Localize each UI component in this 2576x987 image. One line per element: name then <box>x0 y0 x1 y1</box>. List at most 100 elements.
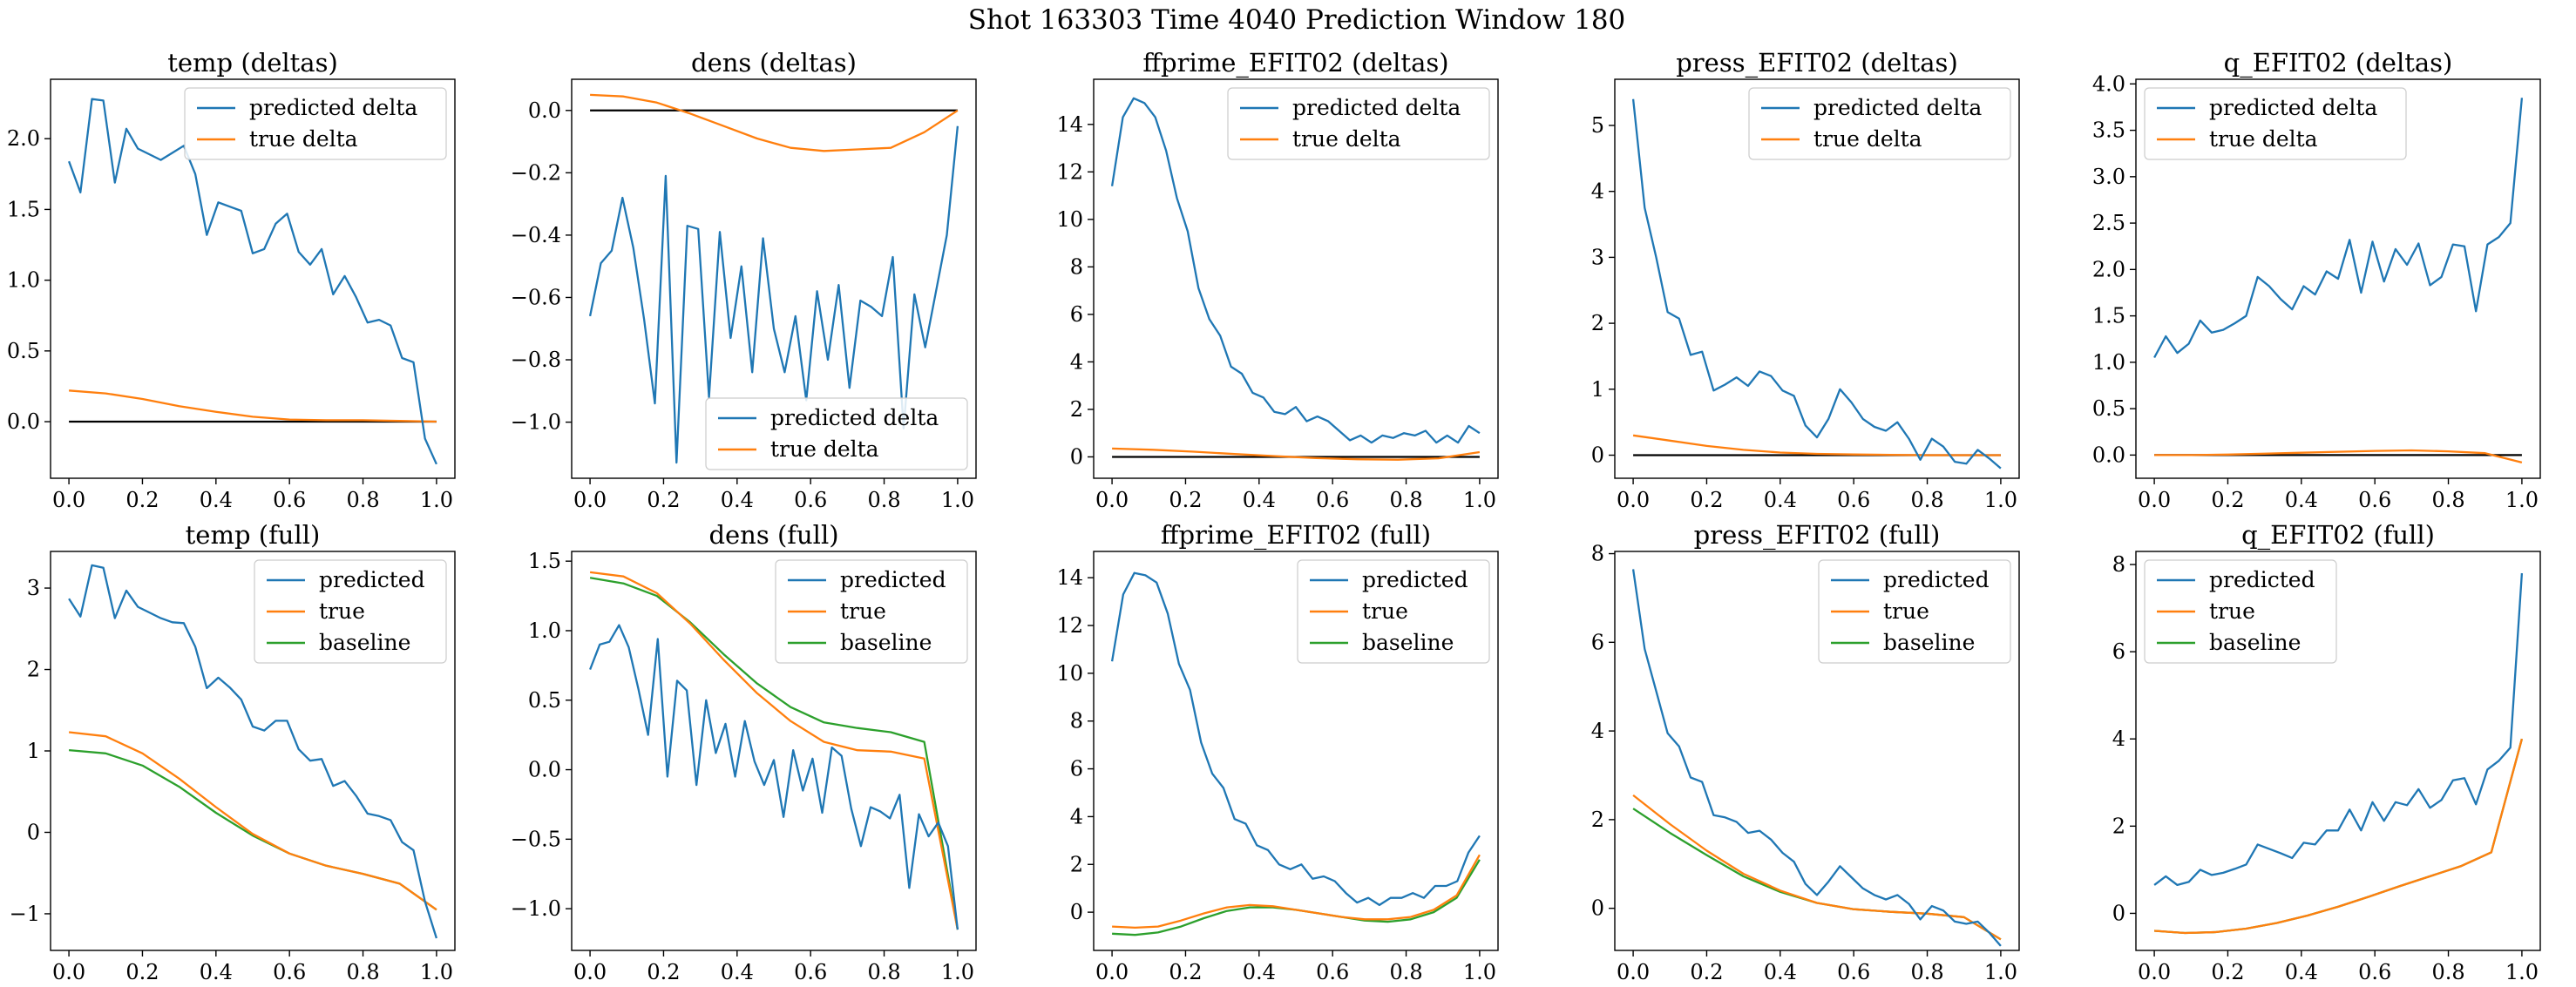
legend-label: true delta <box>249 126 358 152</box>
x-tick-label: 1.0 <box>1984 488 2017 512</box>
axes-frame <box>1093 78 1499 479</box>
x-tick-label: 0.6 <box>1837 960 1870 984</box>
x-tick-label: 0.8 <box>2431 488 2464 512</box>
y-tick-label: 12 <box>1056 159 1083 184</box>
subplot: q_EFIT02 (full) 0.0 0.2 0.4 0.6 0.8 1.0 0 2 4 6 8 pr… <box>2112 520 2541 984</box>
legend-label: baseline <box>840 630 932 655</box>
x-tick-label: 0.8 <box>1389 488 1422 512</box>
legend: predicted delta true delta <box>2144 87 2407 160</box>
series-line-predicted <box>1631 569 2002 947</box>
subplot-title: ffprime_EFIT02 (full) <box>1161 520 1431 551</box>
x-tick-label: 1.0 <box>1984 960 2017 984</box>
legend-label: true <box>2209 598 2255 624</box>
legend-label: predicted delta <box>770 405 939 430</box>
x-tick-label: 0.8 <box>1910 488 1943 512</box>
y-tick-label: 8 <box>1070 254 1083 279</box>
x-tick-label: 0.0 <box>573 960 607 984</box>
x-tick-label: 0.6 <box>794 488 827 512</box>
x-tick-label: 1.0 <box>941 960 974 984</box>
subplot-title: dens (deltas) <box>691 48 857 78</box>
legend-label: true delta <box>1292 126 1401 152</box>
legend-label: baseline <box>2209 630 2301 655</box>
legend-frame <box>2144 559 2337 664</box>
x-tick-label: 0.4 <box>2285 960 2318 984</box>
x-tick-label: 0.2 <box>2211 488 2244 512</box>
axes-frame <box>571 78 977 479</box>
legend: predicted true baseline <box>775 559 968 664</box>
x-tick-label: 1.0 <box>1463 960 1496 984</box>
y-tick-label: 1 <box>27 739 40 763</box>
y-tick-label: 2 <box>2112 814 2125 838</box>
series-line-predicted-delta <box>588 125 959 464</box>
y-tick-label: 2.0 <box>2092 257 2125 281</box>
axes-frame <box>1614 78 2020 479</box>
x-tick-label: 1.0 <box>2505 488 2539 512</box>
series-group <box>2153 98 2524 464</box>
x-tick-label: 0.6 <box>2358 488 2391 512</box>
x-tick-label: 0.0 <box>1095 960 1129 984</box>
x-tick-label: 0.8 <box>2431 960 2464 984</box>
series-line-true <box>2154 738 2524 935</box>
x-tick-label: 0.2 <box>2211 960 2244 984</box>
x-tick-label: 0.2 <box>1169 960 1202 984</box>
legend-label: predicted <box>840 567 946 592</box>
y-tick-label: 0 <box>27 820 40 844</box>
y-tick-label: 8 <box>2112 552 2125 577</box>
legend-label: true delta <box>2209 126 2318 152</box>
legend-label: true <box>1362 598 1408 624</box>
series-line-true-delta <box>1632 434 2001 456</box>
y-tick-label: −0.8 <box>511 348 561 372</box>
series-group <box>589 571 959 930</box>
x-tick-label: 0.8 <box>1910 960 1943 984</box>
series-group <box>588 93 959 464</box>
series-group <box>1110 571 1481 936</box>
subplot: press_EFIT02 (full) 0.0 0.2 0.4 0.6 0.8 1.0 0 2 4… <box>1591 520 2020 984</box>
legend-label: predicted delta <box>249 95 417 120</box>
legend-label: predicted delta <box>1813 95 1982 120</box>
y-tick-label: 3 <box>1591 245 1604 269</box>
x-tick-label: 0.6 <box>1316 488 1349 512</box>
y-tick-label: 3.5 <box>2092 118 2125 143</box>
subplot: ffprime_EFIT02 (full) 0.0 0.2 0.4 0.6 0.8 1.0 0… <box>1056 520 1499 984</box>
legend-label: predicted <box>2209 567 2315 592</box>
y-tick-label: 2 <box>1070 852 1083 876</box>
legend-label: true delta <box>770 436 879 462</box>
x-tick-label: 0.0 <box>2138 960 2171 984</box>
y-tick-label: 2.0 <box>7 126 40 151</box>
x-tick-label: 0.2 <box>647 960 680 984</box>
x-tick-label: 0.0 <box>1617 488 1650 512</box>
y-tick-label: 3 <box>27 576 40 600</box>
legend-label: true <box>840 598 886 624</box>
x-tick-label: 1.0 <box>941 488 974 512</box>
x-tick-label: 0.8 <box>346 488 379 512</box>
x-tick-label: 0.0 <box>52 960 85 984</box>
y-tick-label: 5 <box>1591 113 1604 138</box>
figure-title: Shot 163303 Time 4040 Prediction Window … <box>968 4 1626 36</box>
series-line-true <box>589 571 959 930</box>
y-tick-label: 0 <box>2112 901 2125 925</box>
subplot-title: dens (full) <box>708 520 838 550</box>
y-tick-label: 1.5 <box>7 197 40 221</box>
y-tick-label: 10 <box>1056 207 1083 232</box>
subplot: temp (deltas) 0.0 0.2 0.4 0.6 0.8 1.0 0.0 0.5 1.0… <box>7 48 456 512</box>
legend-frame <box>1297 559 1490 664</box>
subplot-title: press_EFIT02 (deltas) <box>1676 48 1958 78</box>
series-line-true-delta <box>2154 449 2523 464</box>
y-tick-label: 2.5 <box>2092 211 2125 235</box>
series-line-predicted <box>589 624 959 930</box>
subplot-title: ffprime_EFIT02 (deltas) <box>1142 48 1448 78</box>
x-tick-label: 0.4 <box>1764 488 1797 512</box>
y-tick-label: 0.0 <box>2092 443 2125 467</box>
y-tick-label: −1 <box>10 902 40 926</box>
series-group <box>1110 97 1481 461</box>
y-tick-label: −0.6 <box>511 285 561 309</box>
y-tick-label: 1.0 <box>7 268 40 293</box>
y-tick-label: 4 <box>2112 727 2125 751</box>
legend-label: baseline <box>1883 630 1975 655</box>
y-tick-label: 0 <box>1070 444 1083 469</box>
y-tick-label: 1 <box>1591 377 1604 402</box>
x-tick-label: 0.0 <box>2138 488 2171 512</box>
x-tick-label: 0.6 <box>273 960 306 984</box>
series-line-true-delta <box>69 389 437 423</box>
